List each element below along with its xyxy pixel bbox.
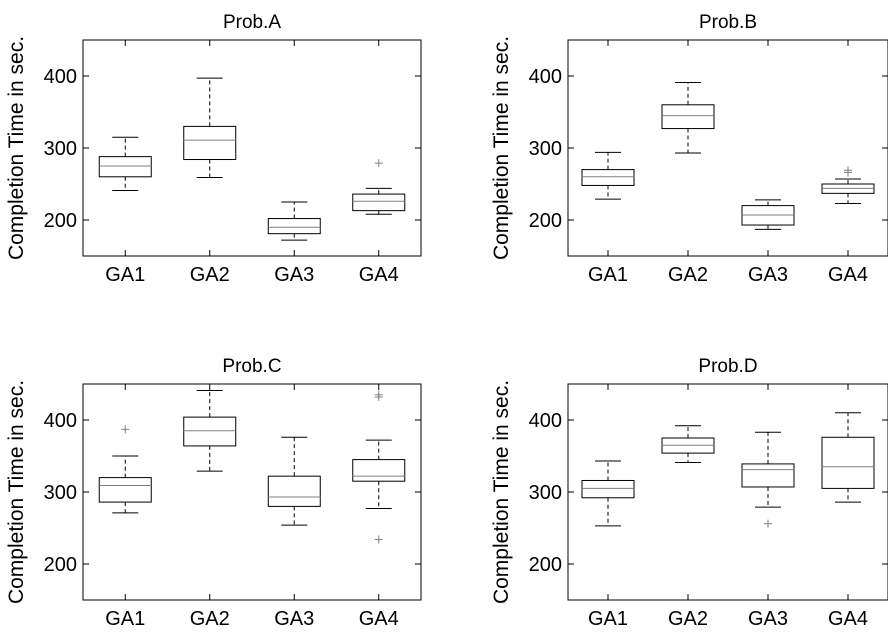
iqr-box	[183, 416, 237, 447]
box-ga2	[183, 389, 237, 472]
box-ga2	[661, 425, 715, 463]
iqr-box	[267, 218, 321, 235]
y-tick-label: 200	[44, 554, 77, 576]
iqr-box	[98, 156, 152, 178]
plot-area-frame	[82, 39, 422, 257]
iqr-box	[352, 193, 406, 212]
box-ga1	[581, 151, 635, 200]
outlier-marker	[764, 519, 772, 528]
iqr-box	[352, 459, 406, 482]
box-ga2	[661, 81, 715, 154]
box-ga1	[98, 425, 152, 514]
box-ga4	[352, 390, 406, 544]
y-tick-label: 400	[44, 66, 77, 88]
x-tick-label: GA2	[190, 608, 230, 630]
chart-title: Prob.B	[699, 12, 757, 33]
x-tick-label: GA4	[828, 264, 868, 286]
panel-prob-d: Prob.D Completion Time in sec. 200 300 400 GA…	[490, 356, 888, 630]
y-axis-label: Completion Time in sec.	[5, 380, 28, 604]
box-ga3	[267, 201, 321, 241]
y-tick-label: 300	[529, 482, 562, 504]
y-axis-label: Completion Time in sec.	[5, 36, 28, 260]
chart-title: Prob.A	[223, 12, 281, 33]
x-tick-label: GA1	[588, 608, 628, 630]
y-tick-label: 400	[44, 410, 77, 432]
x-tick-label: GA4	[359, 264, 399, 286]
box-ga3	[741, 431, 795, 528]
outlier-marker	[374, 535, 383, 544]
x-tick-label: GA1	[105, 264, 145, 286]
box-ga1	[581, 460, 635, 527]
iqr-box	[581, 169, 635, 186]
panel-prob-b: Prob.B Completion Time in sec. 200 300 400 GA…	[490, 12, 888, 286]
box-ga4	[821, 166, 875, 204]
y-axis-label: Completion Time in sec.	[490, 36, 513, 260]
plot-area-frame	[82, 383, 422, 601]
box-ga3	[267, 436, 321, 526]
y-tick-label: 400	[529, 66, 562, 88]
box-ga2	[183, 77, 237, 179]
outlier-marker	[844, 166, 852, 175]
x-tick-label: GA2	[190, 264, 230, 286]
y-tick-label: 300	[529, 138, 562, 160]
y-tick-label: 200	[44, 210, 77, 232]
plot-area-frame	[567, 383, 888, 601]
x-tick-label: GA3	[748, 608, 788, 630]
y-tick-label: 200	[529, 210, 562, 232]
y-tick-label: 300	[44, 482, 77, 504]
outlier-marker	[374, 390, 383, 399]
x-tick-label: GA1	[588, 264, 628, 286]
iqr-box	[183, 125, 237, 161]
y-tick-label: 400	[529, 410, 562, 432]
box-ga3	[741, 199, 795, 230]
outlier-marker	[374, 159, 383, 168]
x-tick-label: GA4	[828, 608, 868, 630]
x-tick-label: GA4	[359, 608, 399, 630]
box-ga1	[98, 136, 152, 191]
box-ga4	[352, 159, 406, 215]
x-tick-label: GA2	[668, 264, 708, 286]
iqr-box	[741, 463, 795, 488]
panel-prob-c: Prob.C Completion Time in sec. 200 300 400 GA…	[5, 356, 422, 630]
y-tick-label: 200	[529, 554, 562, 576]
iqr-box	[821, 436, 875, 489]
iqr-box	[661, 104, 715, 130]
chart-title: Prob.C	[222, 356, 281, 377]
box-ga4	[821, 412, 875, 503]
x-tick-label: GA3	[274, 264, 314, 286]
iqr-box	[98, 477, 152, 503]
y-tick-label: 300	[44, 138, 77, 160]
panel-prob-a: Prob.A Completion Time in sec. 200 300 400 GA…	[5, 12, 422, 286]
x-tick-label: GA3	[274, 608, 314, 630]
iqr-box	[581, 479, 635, 499]
chart-title: Prob.D	[698, 356, 757, 377]
iqr-box	[267, 475, 321, 507]
x-tick-label: GA2	[668, 608, 708, 630]
outlier-marker	[121, 425, 130, 434]
x-tick-label: GA3	[748, 264, 788, 286]
x-tick-label: GA1	[105, 608, 145, 630]
plot-area-frame	[567, 39, 888, 257]
y-axis-label: Completion Time in sec.	[490, 380, 513, 604]
